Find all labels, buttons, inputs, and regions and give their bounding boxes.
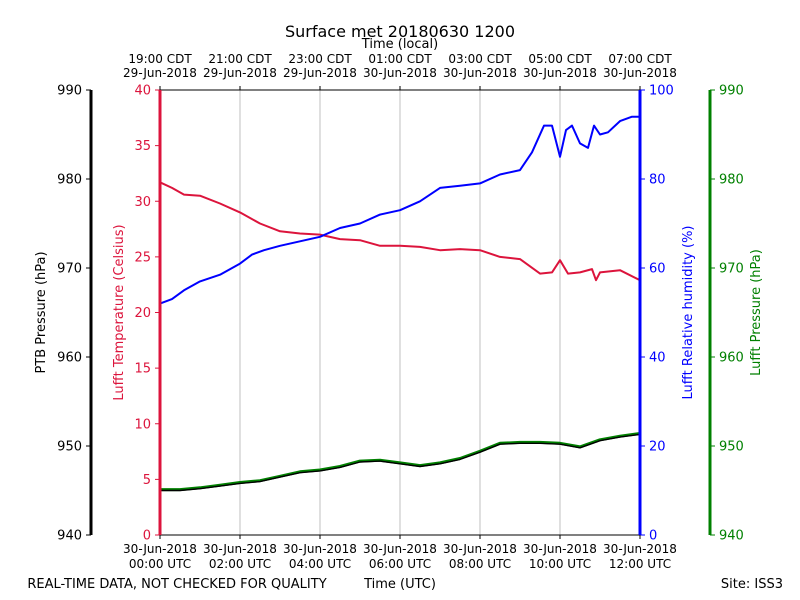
top-tick-time: 07:00 CDT (608, 52, 672, 66)
top-tick-date: 29-Jun-2018 (203, 66, 277, 80)
x-tick-date: 30-Jun-2018 (443, 542, 517, 556)
axis-label-lufft_temperature: Lufft Temperature (Celsius) (112, 224, 127, 400)
y-tick-label: 970 (719, 262, 744, 277)
vertical-gridlines (239, 90, 561, 535)
y-tick-label: 30 (134, 195, 151, 210)
x-tick-date: 30-Jun-2018 (363, 542, 437, 556)
y-tick-label: 0 (143, 529, 151, 544)
y-tick-label: 950 (57, 440, 82, 455)
series-line-ptb-pressure (160, 433, 641, 492)
chart-title: Surface met 20180630 1200 (285, 22, 515, 41)
y-tick-label: 990 (719, 84, 744, 99)
y-tick-label: 940 (719, 529, 744, 544)
y-axes: 940 950 960 970 980 990 PTB Pressure (hPa) 0 5 10… (34, 84, 764, 544)
y-tick-label: 80 (649, 173, 666, 188)
series-line-lufft-temperature (159, 181, 641, 282)
y-tick-label: 980 (719, 173, 744, 188)
top-tick-time: 21:00 CDT (208, 52, 272, 66)
top-tick-date: 30-Jun-2018 (363, 66, 437, 80)
x-tick-date: 30-Jun-2018 (603, 542, 677, 556)
x-axis-label: Time (UTC) (363, 577, 436, 592)
top-tick-time: 05:00 CDT (528, 52, 592, 66)
x-tick-date: 30-Jun-2018 (123, 542, 197, 556)
axis-label-lufft_rh: Lufft Relative humidity (%) (681, 225, 696, 399)
y-tick-label: 950 (719, 440, 744, 455)
y-tick-label: 980 (57, 173, 82, 188)
top-tick-time: 23:00 CDT (288, 52, 352, 66)
x-tick-date: 30-Jun-2018 (203, 542, 277, 556)
x-tick-date: 30-Jun-2018 (523, 542, 597, 556)
x-tick-time: 02:00 UTC (209, 557, 271, 571)
y-tick-label: 60 (649, 262, 666, 277)
y-tick-label: 10 (134, 417, 151, 432)
y-tick-label: 940 (57, 529, 82, 544)
y-tick-label: 990 (57, 84, 82, 99)
top-tick-time: 03:00 CDT (448, 52, 512, 66)
top-tick-date: 29-Jun-2018 (283, 66, 357, 80)
y-tick-label: 35 (134, 139, 151, 154)
top-axis-label: Time (local) (361, 37, 438, 52)
top-tick-date: 30-Jun-2018 (603, 66, 677, 80)
y-tick-label: 20 (649, 440, 666, 455)
y-tick-label: 25 (134, 250, 151, 265)
y-tick-label: 970 (57, 262, 82, 277)
top-tick-date: 30-Jun-2018 (523, 66, 597, 80)
top-tick-date: 30-Jun-2018 (443, 66, 517, 80)
y-tick-label: 20 (134, 306, 151, 321)
site-label: Site: ISS3 (721, 577, 783, 592)
axis-label-ptb_pressure: PTB Pressure (hPa) (34, 251, 49, 373)
x-tick-time: 04:00 UTC (289, 557, 351, 571)
y-tick-label: 5 (143, 473, 151, 488)
top-tick-time: 19:00 CDT (128, 52, 192, 66)
top-tick-time: 01:00 CDT (368, 52, 432, 66)
data-series (159, 115, 641, 492)
y-tick-label: 960 (719, 351, 744, 366)
series-line-lufft-pressure (160, 432, 641, 492)
top-tick-date: 29-Jun-2018 (123, 66, 197, 80)
y-tick-label: 40 (649, 351, 666, 366)
x-tick-time: 06:00 UTC (369, 557, 431, 571)
x-tick-time: 08:00 UTC (449, 557, 511, 571)
y-tick-label: 40 (134, 84, 151, 99)
x-tick-time: 10:00 UTC (529, 557, 591, 571)
data-quality-note: REAL-TIME DATA, NOT CHECKED FOR QUALITY (27, 577, 326, 592)
y-tick-label: 15 (134, 362, 151, 377)
x-tick-time: 00:00 UTC (129, 557, 191, 571)
x-tick-time: 12:00 UTC (609, 557, 671, 571)
y-tick-label: 100 (649, 84, 674, 99)
x-tick-date: 30-Jun-2018 (283, 542, 357, 556)
y-tick-label: 0 (649, 529, 657, 544)
series-line-lufft-relative-humidity (159, 115, 640, 305)
axis-label-lufft_pressure: Lufft Pressure (hPa) (749, 249, 764, 376)
y-tick-label: 960 (57, 351, 82, 366)
